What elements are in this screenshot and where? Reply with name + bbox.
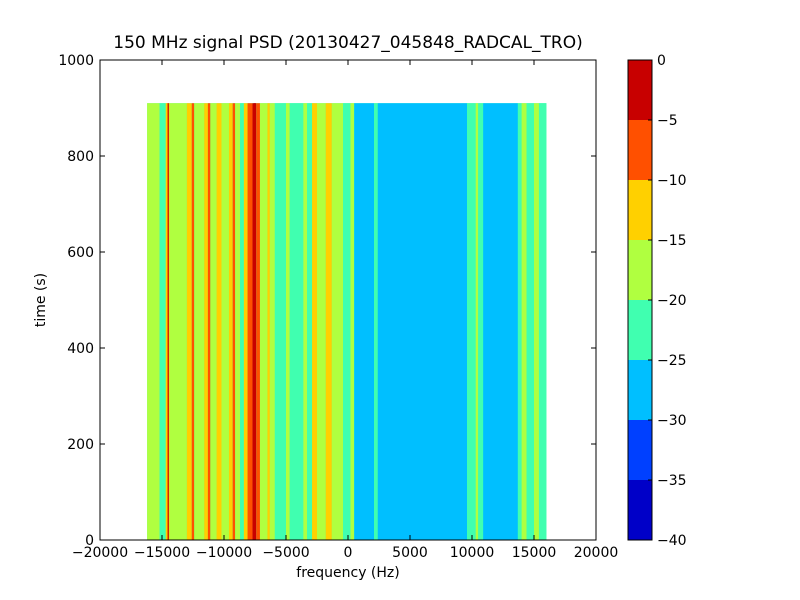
psd-band-4 — [169, 103, 187, 540]
x-tick-label-3: −5000 — [262, 545, 309, 561]
y-tick-label-1: 200 — [67, 437, 94, 453]
psd-band-27 — [289, 103, 304, 540]
psd-band-32 — [325, 103, 332, 540]
colorbar-tick-label-4: −20 — [657, 293, 687, 309]
psd-band-20 — [253, 103, 256, 540]
colorbar-tick-label-6: −30 — [657, 413, 687, 429]
psd-band-36 — [354, 103, 375, 540]
y-tick-label-4: 800 — [67, 149, 94, 165]
psd-band-5 — [186, 103, 192, 540]
psd-band-29 — [307, 103, 313, 540]
psd-band-23 — [267, 103, 270, 540]
psd-band-11 — [216, 103, 222, 540]
colorbar-segment-3 — [628, 300, 652, 360]
psd-bands — [147, 103, 547, 540]
psd-band-16 — [240, 103, 244, 540]
psd-band-41 — [478, 103, 484, 540]
x-axis-label: frequency (Hz) — [296, 565, 399, 581]
x-tick-label-1: −15000 — [134, 545, 190, 561]
colorbar-segment-2 — [628, 360, 652, 420]
x-tick-label-6: 10000 — [450, 545, 495, 561]
psd-band-34 — [343, 103, 351, 540]
psd-band-44 — [521, 103, 527, 540]
colorbar-segment-7 — [628, 60, 652, 120]
psd-band-1 — [159, 103, 166, 540]
psd-band-35 — [350, 103, 355, 540]
psd-band-18 — [247, 103, 253, 540]
psd-band-3 — [167, 103, 169, 540]
psd-band-8 — [204, 103, 208, 540]
x-tick-label-4: 0 — [344, 545, 353, 561]
psd-band-21 — [256, 103, 260, 540]
psd-band-42 — [483, 103, 518, 540]
colorbar-segment-5 — [628, 180, 652, 240]
colorbar-tick-label-2: −10 — [657, 173, 687, 189]
psd-band-17 — [243, 103, 248, 540]
psd-band-40 — [475, 103, 479, 540]
psd-band-0 — [147, 103, 160, 540]
psd-band-10 — [210, 103, 217, 540]
psd-band-43 — [517, 103, 522, 540]
y-axis-ticks: 0 200 400 600 800 1000 — [58, 53, 596, 549]
x-tick-label-8: 20000 — [574, 545, 619, 561]
colorbar-tick-label-0: 0 — [657, 53, 666, 69]
psd-band-33 — [331, 103, 344, 540]
psd-band-30 — [312, 103, 317, 540]
psd-band-38 — [377, 103, 468, 540]
psd-band-7 — [194, 103, 205, 540]
colorbar-tick-label-3: −15 — [657, 233, 687, 249]
chart-title: 150 MHz signal PSD (20130427_045848_RADC… — [113, 33, 582, 53]
x-tick-label-7: 15000 — [512, 545, 557, 561]
psd-band-47 — [538, 103, 547, 540]
y-tick-label-3: 600 — [67, 245, 94, 261]
psd-band-46 — [534, 103, 539, 540]
psd-band-26 — [286, 103, 290, 540]
colorbar-segment-0 — [628, 480, 652, 540]
psd-band-24 — [269, 103, 275, 540]
colorbar-tick-label-1: −5 — [657, 113, 678, 129]
psd-band-13 — [228, 103, 233, 540]
colorbar-ticks: 0 −5 −10 −15 −20 −25 −30 −35 −40 — [648, 53, 687, 549]
x-tick-label-2: −10000 — [196, 545, 252, 561]
x-tick-label-5: 5000 — [392, 545, 428, 561]
plot-area — [147, 103, 547, 540]
y-tick-label-0: 0 — [85, 533, 94, 549]
x-tick-label-0: −20000 — [72, 545, 128, 561]
psd-band-6 — [191, 103, 195, 540]
psd-band-25 — [274, 103, 286, 540]
colorbar-tick-label-7: −35 — [657, 473, 687, 489]
psd-band-37 — [374, 103, 378, 540]
psd-band-12 — [221, 103, 229, 540]
y-axis-label: time (s) — [33, 273, 49, 327]
psd-band-28 — [303, 103, 308, 540]
psd-band-9 — [207, 103, 211, 540]
colorbar-segment-4 — [628, 240, 652, 300]
psd-band-15 — [235, 103, 241, 540]
colorbar-tick-label-8: −40 — [657, 533, 687, 549]
psd-band-39 — [467, 103, 476, 540]
colorbar — [628, 60, 652, 540]
psd-band-14 — [232, 103, 236, 540]
colorbar-tick-label-5: −25 — [657, 353, 687, 369]
y-tick-label-2: 400 — [67, 341, 94, 357]
colorbar-segment-6 — [628, 120, 652, 180]
psd-band-45 — [526, 103, 534, 540]
psd-band-22 — [259, 103, 268, 540]
y-tick-label-5: 1000 — [58, 53, 94, 69]
psd-band-31 — [317, 103, 326, 540]
x-axis-ticks: −20000 −15000 −10000 −5000 0 5000 10000 15000 20… — [72, 60, 618, 561]
colorbar-segment-1 — [628, 420, 652, 480]
